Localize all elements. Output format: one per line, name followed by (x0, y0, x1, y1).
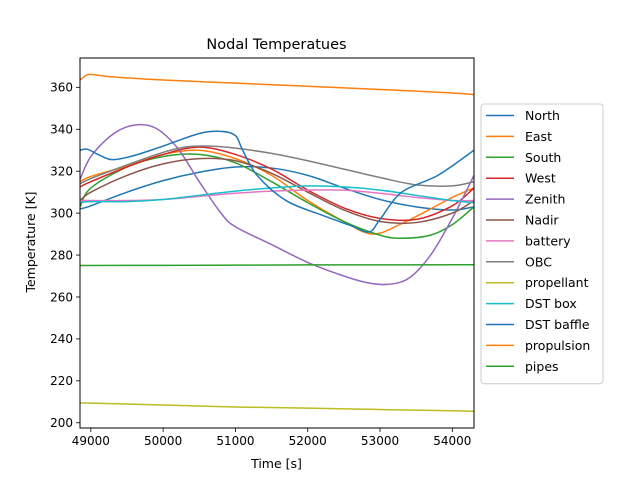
plot-lines (80, 73, 474, 412)
legend-label: East (525, 129, 552, 144)
legend-label: North (525, 108, 560, 123)
y-tick-label: 220 (50, 374, 73, 388)
y-tick-label: 200 (50, 416, 73, 430)
x-tick-label: 49000 (72, 434, 110, 448)
legend-label: Nadir (525, 213, 559, 228)
y-tick-label: 360 (50, 81, 73, 95)
legend-label: West (525, 171, 556, 186)
legend-label: propellant (525, 275, 589, 290)
x-tick-label: 53000 (361, 434, 399, 448)
chart-title: Nodal Temperatues (206, 37, 346, 53)
x-axis-label: Time [s] (250, 456, 302, 471)
x-axis: 49000 50000 51000 52000 53000 54000 (72, 428, 471, 448)
series-line-battery (80, 189, 474, 202)
legend-label: OBC (525, 254, 552, 269)
legend: North East South West Zenith Nadir battery OBC p… (480, 103, 604, 385)
series-line-south (80, 153, 474, 240)
y-tick-label: 240 (50, 332, 73, 346)
legend-label: DST baffle (525, 317, 590, 332)
y-tick-label: 260 (50, 290, 73, 304)
series-line-west (80, 146, 474, 222)
x-tick-label: 54000 (433, 434, 471, 448)
legend-label: South (525, 150, 561, 165)
y-axis: 200 220 240 260 280 300 320 340 360 (50, 81, 80, 430)
y-tick-label: 340 (50, 123, 73, 137)
series-line-dst-box (80, 185, 474, 204)
legend-label: pipes (525, 359, 559, 374)
legend-label: battery (525, 233, 571, 248)
plot-frame (79, 57, 475, 429)
legend-label: Zenith (525, 192, 565, 207)
x-tick-label: 50000 (144, 434, 182, 448)
y-tick-label: 320 (50, 165, 73, 179)
y-tick-label: 300 (50, 206, 73, 220)
y-axis-label: Temperature [K] (23, 191, 38, 293)
series-line-zenith (80, 123, 474, 286)
series-line-dst-baffle (80, 130, 474, 233)
series-line-obc (80, 145, 474, 187)
legend-box (480, 103, 604, 385)
series-line-pipes (80, 263, 474, 267)
legend-label: DST box (525, 296, 577, 311)
series-line-north (80, 165, 474, 211)
x-tick-label: 51000 (216, 434, 254, 448)
x-tick-label: 52000 (289, 434, 327, 448)
legend-label: propulsion (525, 338, 590, 353)
series-line-propulsion (80, 73, 474, 96)
y-tick-label: 280 (50, 248, 73, 262)
series-line-propellant (80, 402, 474, 412)
series-line-nadir (80, 157, 474, 225)
